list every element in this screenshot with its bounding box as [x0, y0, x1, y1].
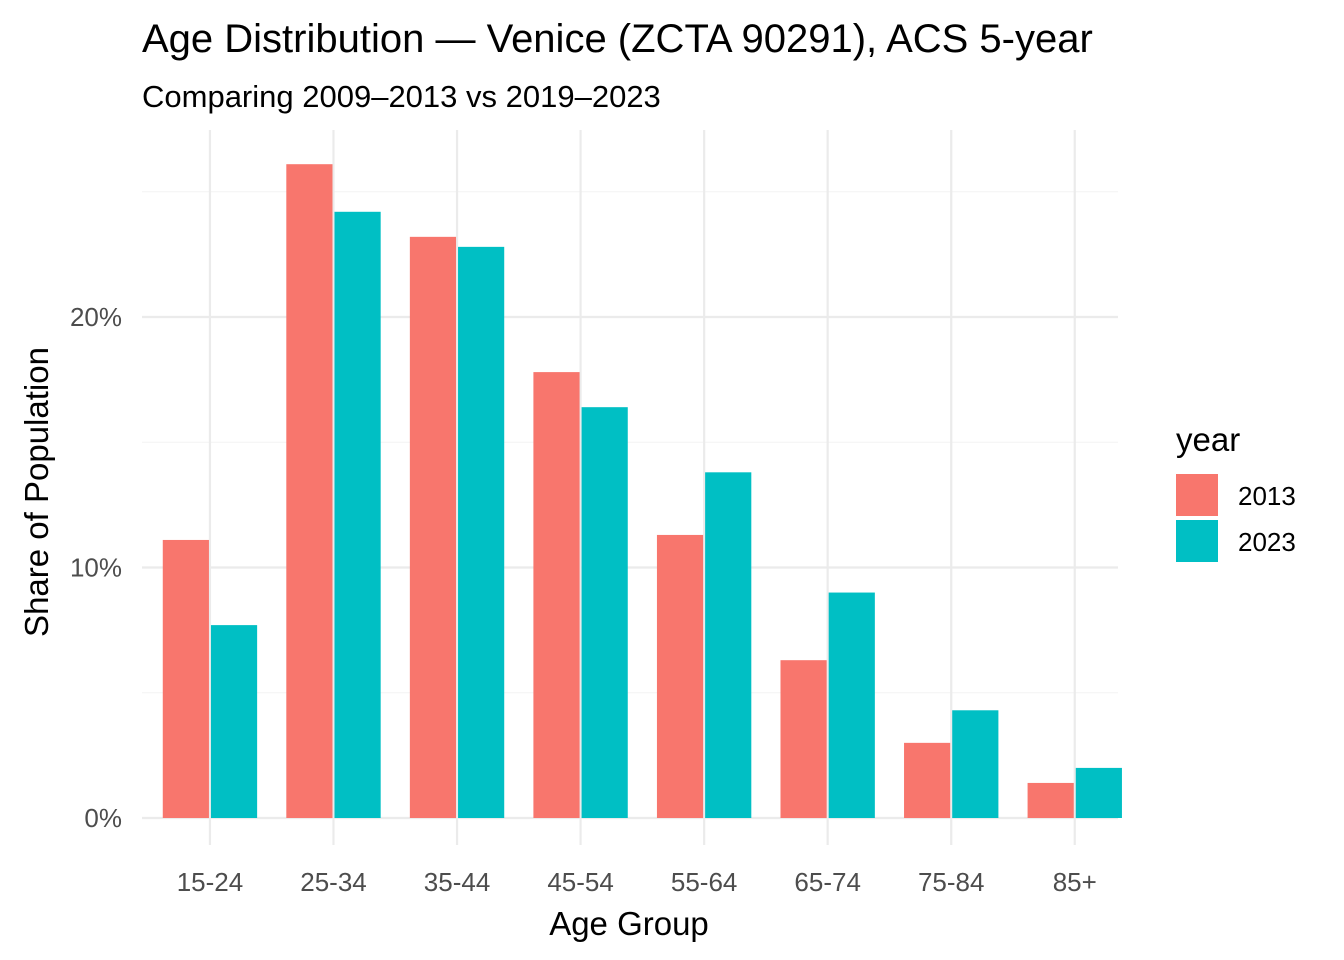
- x-tick-label: 75-84: [918, 867, 985, 897]
- legend-key-2013: [1176, 474, 1218, 516]
- chart-subtitle: Comparing 2009–2013 vs 2019–2023: [142, 79, 661, 114]
- y-tick-label: 0%: [84, 803, 122, 833]
- bar-2013-85+: [1027, 782, 1074, 818]
- bar-2023-75-84: [952, 710, 999, 818]
- x-tick-label: 55-64: [671, 867, 738, 897]
- chart-title: Age Distribution — Venice (ZCTA 90291), …: [142, 17, 1093, 61]
- y-axis-ticks: 0% 10% 20%: [70, 302, 122, 833]
- x-tick-label: 85+: [1053, 867, 1097, 897]
- bars: [162, 164, 1122, 819]
- x-tick-label: 65-74: [794, 867, 861, 897]
- y-axis-title: Share of Population: [18, 347, 55, 637]
- bar-2013-35-44: [409, 236, 457, 819]
- legend: year 2013 2023: [1176, 421, 1296, 562]
- bar-2023-15-24: [210, 625, 258, 818]
- bar-2023-35-44: [458, 246, 505, 819]
- bar-2013-65-74: [780, 660, 827, 818]
- x-tick-label: 25-34: [300, 867, 367, 897]
- bar-2023-45-54: [581, 407, 628, 818]
- bar-2013-45-54: [533, 372, 580, 818]
- bar-2013-15-24: [162, 539, 209, 818]
- bar-2023-65-74: [828, 592, 875, 818]
- y-tick-label: 20%: [70, 302, 122, 332]
- bar-2023-85+: [1075, 767, 1122, 818]
- x-tick-label: 45-54: [547, 867, 614, 897]
- legend-label-2023: 2023: [1238, 527, 1296, 557]
- legend-key-2023: [1176, 520, 1218, 562]
- bar-2013-55-64: [656, 534, 704, 818]
- legend-title: year: [1176, 421, 1240, 458]
- bar-2013-25-34: [286, 164, 333, 818]
- bar-2023-25-34: [334, 211, 381, 819]
- x-tick-label: 35-44: [424, 867, 491, 897]
- x-tick-label: 15-24: [177, 867, 244, 897]
- x-axis-title: Age Group: [549, 905, 709, 942]
- bar-2013-75-84: [904, 742, 951, 818]
- legend-label-2013: 2013: [1238, 481, 1296, 511]
- x-axis-ticks: 15-24 25-34 35-44 45-54 55-64 65-74 75-84 85+: [177, 867, 1097, 897]
- y-tick-label: 10%: [70, 553, 122, 583]
- bar-2023-55-64: [705, 472, 752, 818]
